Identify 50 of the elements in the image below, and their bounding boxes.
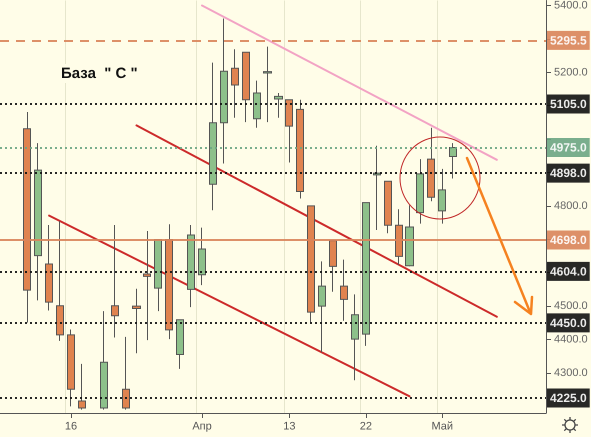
ref-line-label: 4698.0: [550, 232, 588, 247]
candlestick: [231, 48, 239, 118]
y-tick-label: 4400.0: [554, 334, 588, 346]
candlestick: [176, 319, 184, 370]
ref-line-label: 5295.5: [550, 33, 588, 48]
candlestick: [449, 142, 457, 180]
x-tick-label: 16: [64, 420, 78, 432]
candlestick: [78, 363, 86, 410]
y-tick-label: 5200.0: [554, 66, 588, 78]
ref-line-label: 4450.0: [550, 316, 588, 330]
x-tick-label: Май: [431, 420, 454, 432]
candlestick: [351, 294, 359, 381]
y-tick-label: 4300.0: [554, 366, 588, 379]
y-tick-label: 4500.0: [554, 300, 588, 312]
ref-line-label: 4975.0: [550, 140, 588, 154]
annotation: База " С ": [61, 65, 138, 82]
candlestick: [373, 145, 381, 230]
y-tick-label: 5400.0: [554, 0, 588, 12]
candlestick: [67, 328, 75, 407]
candlestick: [340, 259, 348, 322]
candlestick: [285, 99, 293, 163]
candlestick: [263, 46, 272, 123]
candlestick: [438, 168, 446, 224]
candlestick: [34, 142, 42, 301]
candlestick: [242, 52, 250, 123]
candlestick: [253, 80, 261, 128]
x-tick-label: Апр: [192, 420, 212, 432]
candlestick: [122, 336, 130, 410]
candlestick: [318, 260, 326, 353]
ref-line-label: 4604.0: [550, 264, 588, 278]
candlestick: [132, 288, 141, 354]
x-tick-label: 13: [283, 420, 296, 432]
candlestick: [100, 310, 108, 410]
candlestick: [405, 204, 414, 267]
ref-line-label: 4898.0: [550, 166, 588, 180]
ref-line-label: 5105.0: [550, 97, 588, 112]
candlestick: [427, 127, 435, 202]
candlestick: [416, 158, 424, 224]
candlestick: [384, 180, 392, 234]
x-tick-label: 22: [360, 420, 372, 432]
candlestick: [187, 224, 195, 308]
candlestick: [198, 227, 206, 286]
ref-line-label: 4225.0: [550, 390, 588, 405]
candlestick: [296, 99, 304, 200]
candlestick: [220, 18, 228, 164]
candlestick: [362, 202, 370, 346]
candlestick: [274, 92, 283, 118]
candlestick: [154, 239, 162, 312]
candlestick: [209, 62, 217, 211]
y-tick-label: 4800.0: [554, 200, 588, 212]
